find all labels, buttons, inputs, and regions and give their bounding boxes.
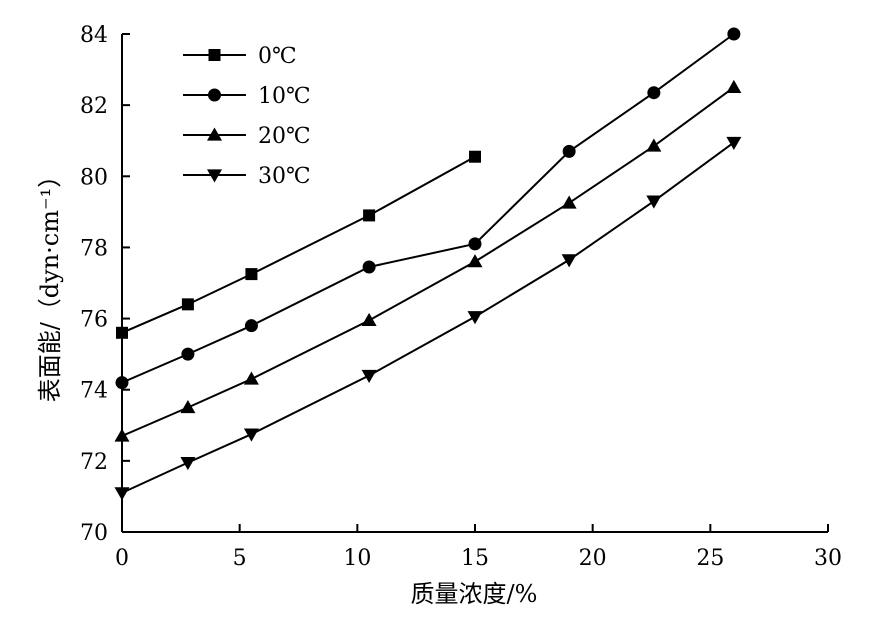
legend-label: 20℃: [258, 124, 311, 149]
series-layer: [114, 27, 742, 501]
data-point: [116, 326, 128, 339]
data-point: [180, 457, 196, 471]
legend-marker: [208, 88, 221, 102]
data-point: [115, 376, 129, 390]
data-point: [245, 268, 258, 281]
x-tick-label: 10: [343, 546, 371, 571]
legend-entry: 10℃: [183, 84, 311, 109]
series-3: [114, 136, 742, 501]
data-point: [114, 428, 130, 442]
data-point: [727, 27, 741, 41]
y-tick-label: 76: [80, 308, 108, 333]
data-point: [646, 195, 662, 209]
data-point: [561, 195, 577, 209]
y-tick-label: 72: [80, 450, 108, 475]
legend-label: 0℃: [258, 44, 297, 69]
data-point: [647, 86, 661, 100]
data-point: [362, 260, 376, 274]
data-point: [361, 369, 377, 383]
series-line: [121, 33, 735, 384]
x-tick-label: 30: [814, 546, 842, 571]
data-point: [646, 138, 662, 152]
legend-label: 10℃: [258, 84, 311, 109]
x-axis-title: 质量浓度/%: [411, 580, 538, 608]
axes: 0 5 10 15 20 25 30 70 72 74 76 78 80 82 84: [80, 23, 842, 571]
data-point: [467, 254, 483, 268]
data-point: [243, 371, 259, 385]
x-tick-label: 5: [233, 546, 247, 571]
x-tick-label: 25: [696, 546, 724, 571]
data-point: [469, 150, 481, 163]
series-line: [121, 141, 735, 494]
y-tick-label: 80: [80, 165, 108, 190]
data-point: [726, 136, 742, 150]
x-tick-label: 20: [579, 546, 607, 571]
data-point: [726, 79, 742, 93]
series-2: [114, 79, 742, 442]
legend: 0℃ 10℃ 20℃ 30℃: [183, 44, 311, 189]
data-point: [562, 144, 576, 158]
data-point: [363, 209, 376, 222]
data-point: [114, 487, 130, 501]
y-tick-label: 78: [80, 236, 108, 261]
y-axis-title: 表面能/（dyn·cm⁻¹）: [36, 164, 64, 403]
data-point: [180, 400, 196, 414]
legend-entry: 20℃: [183, 124, 311, 149]
y-tick-label: 84: [80, 23, 108, 48]
legend-marker: [207, 127, 222, 141]
legend-entry: 30℃: [183, 164, 311, 189]
data-point: [468, 237, 482, 251]
series-0: [116, 150, 481, 339]
y-tick-label: 70: [80, 521, 108, 546]
data-point: [181, 347, 195, 361]
data-point: [467, 311, 483, 325]
legend-marker: [207, 169, 222, 183]
legend-entry: 0℃: [183, 44, 297, 69]
series-1: [115, 27, 741, 390]
series-line: [121, 86, 735, 437]
data-point: [181, 298, 194, 311]
x-tick-label: 15: [461, 546, 489, 571]
y-tick-label: 82: [80, 94, 108, 119]
data-point: [561, 254, 577, 268]
data-point: [244, 319, 258, 333]
y-tick-label: 74: [80, 379, 108, 404]
legend-marker: [208, 49, 221, 61]
data-point: [361, 312, 377, 326]
data-point: [243, 428, 259, 442]
legend-label: 30℃: [258, 164, 311, 189]
x-tick-label: 0: [115, 546, 129, 571]
